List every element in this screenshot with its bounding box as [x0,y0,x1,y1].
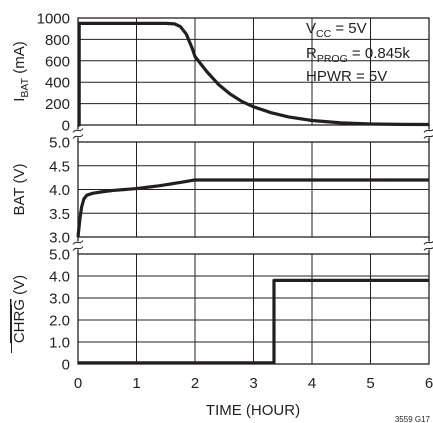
panel-frame-ibat [77,17,430,126]
break-mark-bat-chrg-1-1 [423,246,433,251]
y-tick-label-bat-3: 4.5 [49,158,70,175]
y-tick-label-chrg-4: 4.0 [49,269,70,286]
annotation-2: HPWR = 5V [306,68,387,85]
y-tick-label-bat-0: 3.0 [49,230,70,247]
break-mark-ibat-bat-1-0 [423,128,433,133]
break-mark-bat-chrg-0-0 [72,240,84,245]
annotation-1: RPROG = 0.845k [306,45,410,65]
break-mark-ibat-bat-0-1 [72,134,84,139]
break-mark-bat-chrg-0-1 [72,246,84,251]
y-tick-label-ibat-5: 1000 [37,11,70,28]
series-line-bat [76,178,429,238]
x-tick-label-1: 1 [132,375,140,392]
x-tick-label-4: 4 [308,375,316,392]
panel-frame-bat [77,141,430,238]
series-line-ibat [77,21,430,127]
x-tick-label-6: 6 [425,375,433,392]
annotation-0: VCC = 5V [306,20,367,40]
y-tick-label-ibat-4: 800 [45,32,70,49]
y-tick-label-bat-2: 4.0 [49,182,70,199]
grid-lines [78,18,429,364]
panel-frame-chrg [77,253,430,365]
axis-breaks [72,125,433,254]
x-axis-label: TIME (HOUR) [206,402,300,419]
break-gap-bat-chrg-0 [72,241,84,250]
x-tick-label-0: 0 [74,375,82,392]
break-mark-ibat-bat-1-1 [423,134,433,139]
y-tick-label-chrg-5: 5.0 [49,247,70,264]
x-tick-label-5: 5 [366,375,374,392]
y-tick-label-chrg-0: 0 [62,357,70,374]
y-tick-label-ibat-1: 200 [45,96,70,113]
panel-frames [77,17,430,365]
series-line-chrg [78,278,429,365]
y-tick-label-ibat-0: 0 [62,118,70,135]
y-axis-label-ibat: IBAT (mA) [11,41,31,102]
x-tick-label-2: 2 [191,375,199,392]
y-tick-label-chrg-2: 2.0 [49,313,70,330]
y-tick-label-bat-1: 3.5 [49,206,70,223]
break-mark-bat-chrg-1-0 [423,240,433,245]
y-tick-label-bat-4: 5.0 [49,135,70,152]
y-tick-label-chrg-1: 1.0 [49,335,70,352]
break-mark-ibat-bat-0-0 [72,128,84,133]
y-tick-label-chrg-3: 3.0 [49,291,70,308]
break-gap-ibat-bat-1 [423,129,433,138]
y-tick-label-ibat-3: 600 [45,53,70,70]
data-series [76,21,430,365]
figure-id: 3559 G17 [395,415,431,423]
break-gap-bat-chrg-1 [423,241,433,250]
y-axis-label-chrg: CHRG (V) [11,275,28,343]
break-gap-ibat-bat-0 [72,129,84,138]
labels: TIME (HOUR) 3559 G17 02004006008001000IB… [11,11,433,423]
y-axis-label-bat: BAT (V) [11,164,28,216]
x-tick-label-3: 3 [249,375,257,392]
y-tick-label-ibat-2: 400 [45,75,70,92]
